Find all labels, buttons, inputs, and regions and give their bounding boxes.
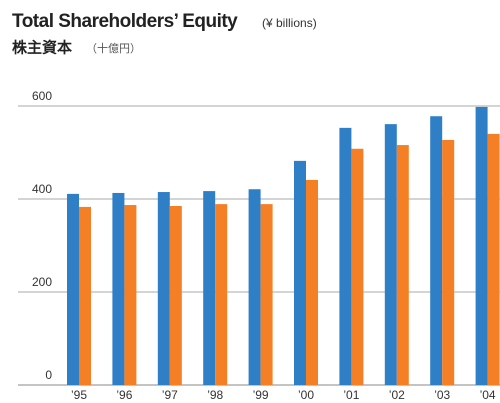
chart-subtitle-ja: （十億円）	[86, 41, 141, 55]
x-tick-label: ’02	[389, 388, 405, 402]
x-tick-label: ’04	[480, 388, 496, 402]
bar	[384, 124, 397, 385]
bar	[430, 116, 443, 385]
bar	[487, 133, 500, 385]
y-tick-label: 400	[32, 182, 52, 196]
x-tick-label: ’99	[253, 388, 269, 402]
bar	[442, 139, 455, 385]
bar	[396, 145, 409, 385]
bar	[339, 127, 352, 385]
x-tick-label: ’98	[207, 388, 223, 402]
bar	[351, 148, 364, 385]
bar	[215, 204, 228, 385]
bar	[124, 205, 137, 385]
x-tick-label: ’03	[434, 388, 450, 402]
bar	[260, 204, 273, 385]
bar	[79, 206, 91, 385]
bar	[157, 192, 170, 385]
bar	[112, 192, 125, 385]
bar	[306, 179, 318, 385]
x-tick-label: ’00	[298, 388, 314, 402]
bar	[294, 160, 306, 385]
bar	[67, 193, 79, 385]
x-tick-label: ’95	[71, 388, 87, 402]
bar	[475, 106, 488, 386]
y-tick-label: 200	[32, 275, 52, 289]
bar	[203, 191, 216, 385]
y-tick-label: 600	[32, 89, 52, 103]
chart-title-ja: 株主資本	[12, 39, 72, 57]
chart-subtitle: (¥ billions)	[262, 16, 317, 30]
x-tick-label: ’97	[162, 388, 178, 402]
chart-title: Total Shareholders’ Equity	[12, 11, 238, 32]
y-tick-label: 0	[45, 368, 52, 382]
x-tick-label: ’01	[343, 388, 359, 402]
bar	[169, 205, 182, 385]
x-tick-label: ’96	[116, 388, 132, 402]
bar	[248, 189, 261, 385]
